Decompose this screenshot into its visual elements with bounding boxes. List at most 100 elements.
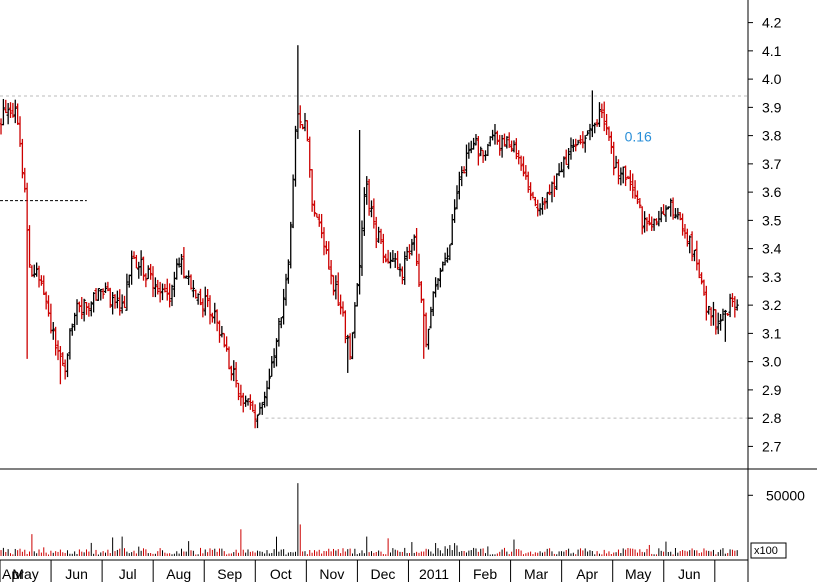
price-bar [550, 181, 554, 203]
price-bar [367, 178, 371, 216]
price-bar [502, 133, 507, 147]
price-bar [412, 234, 416, 251]
price-bar [692, 249, 697, 262]
price-bar [640, 206, 644, 235]
price-bar [531, 191, 535, 199]
price-tick-label: 2.7 [762, 438, 782, 454]
price-bar [562, 156, 566, 178]
price-bar [310, 169, 314, 212]
price-tick-label: 3.5 [762, 212, 782, 228]
price-bar [457, 171, 461, 200]
month-label: Aug [166, 566, 191, 582]
price-bar [137, 261, 141, 279]
price-bar [179, 253, 184, 275]
price-bar [210, 312, 214, 323]
price-bar [616, 159, 621, 185]
price-bar [469, 140, 473, 154]
price-bar [1, 98, 5, 126]
price-bar [604, 113, 609, 135]
price-bar [566, 148, 571, 170]
price-tick-label: 3.2 [762, 297, 782, 313]
price-annotation: 0.16 [625, 128, 652, 144]
price-bar [602, 101, 606, 132]
price-bar [431, 291, 435, 317]
price-tick-label: 3.3 [762, 269, 782, 285]
month-label: Jun [678, 566, 701, 582]
price-bar [645, 217, 649, 232]
price-bar [248, 394, 252, 410]
price-bar [711, 301, 716, 326]
price-bar [609, 131, 613, 154]
price-bar [415, 227, 419, 266]
price-bar [735, 299, 739, 311]
price-bar [407, 244, 412, 260]
price-bar [669, 198, 673, 217]
price-bar [312, 200, 317, 217]
price-bar [89, 301, 93, 317]
price-bar [65, 353, 70, 378]
price-bar [521, 156, 526, 177]
price-bar [350, 332, 355, 360]
price-bar [628, 170, 632, 191]
price-bar [258, 402, 262, 415]
price-bar [650, 216, 654, 231]
price-bar [619, 167, 623, 186]
price-bar [272, 348, 276, 368]
month-label: Mar [524, 566, 548, 582]
price-bar [600, 103, 604, 119]
price-bar [688, 235, 692, 254]
price-bar [434, 277, 438, 298]
price-tick-label: 3.7 [762, 156, 782, 172]
price-bar [80, 296, 84, 320]
price-bar [206, 289, 210, 308]
price-bar [559, 161, 564, 173]
price-bar [476, 136, 480, 166]
price-bar [400, 266, 404, 285]
price-tick-label: 3.8 [762, 128, 782, 144]
price-bar [623, 165, 628, 187]
price-bar [642, 211, 647, 233]
price-bar [593, 122, 597, 134]
price-bar [422, 298, 426, 359]
price-tick-label: 3.1 [762, 325, 782, 341]
price-bar [450, 214, 454, 245]
price-bar [244, 395, 248, 407]
price-bar [495, 130, 499, 145]
volume-unit-label: x100 [754, 545, 778, 557]
price-bar [68, 328, 72, 360]
price-bar [386, 249, 390, 264]
price-bar [279, 317, 283, 329]
price-bar [54, 326, 58, 356]
price-bar [215, 309, 219, 332]
price-bar [528, 182, 533, 201]
price-bar [151, 266, 155, 298]
price-bar [676, 207, 680, 220]
price-bar [232, 360, 236, 382]
price-bar [614, 155, 618, 169]
price-bar [11, 102, 15, 118]
price-bar [227, 346, 231, 370]
price-bar [222, 332, 226, 348]
price-bar [158, 281, 162, 303]
price-bar [718, 313, 723, 331]
price-bar [32, 264, 36, 278]
price-bar [277, 317, 281, 347]
price-bar [334, 275, 338, 300]
price-bar [396, 250, 400, 270]
price-bar [576, 139, 580, 146]
price-tick-label: 3.9 [762, 99, 782, 115]
price-bar [317, 213, 321, 227]
price-bar [184, 275, 188, 279]
price-bar [498, 134, 502, 156]
price-bar [320, 213, 324, 239]
month-label: May [12, 566, 38, 582]
price-bar [253, 404, 257, 429]
price-bar [291, 174, 295, 229]
price-bar [70, 323, 74, 336]
price-bar [92, 292, 96, 313]
price-bar [267, 368, 271, 390]
price-bar [122, 295, 127, 309]
price-bar [533, 196, 537, 207]
price-bar [426, 328, 431, 350]
